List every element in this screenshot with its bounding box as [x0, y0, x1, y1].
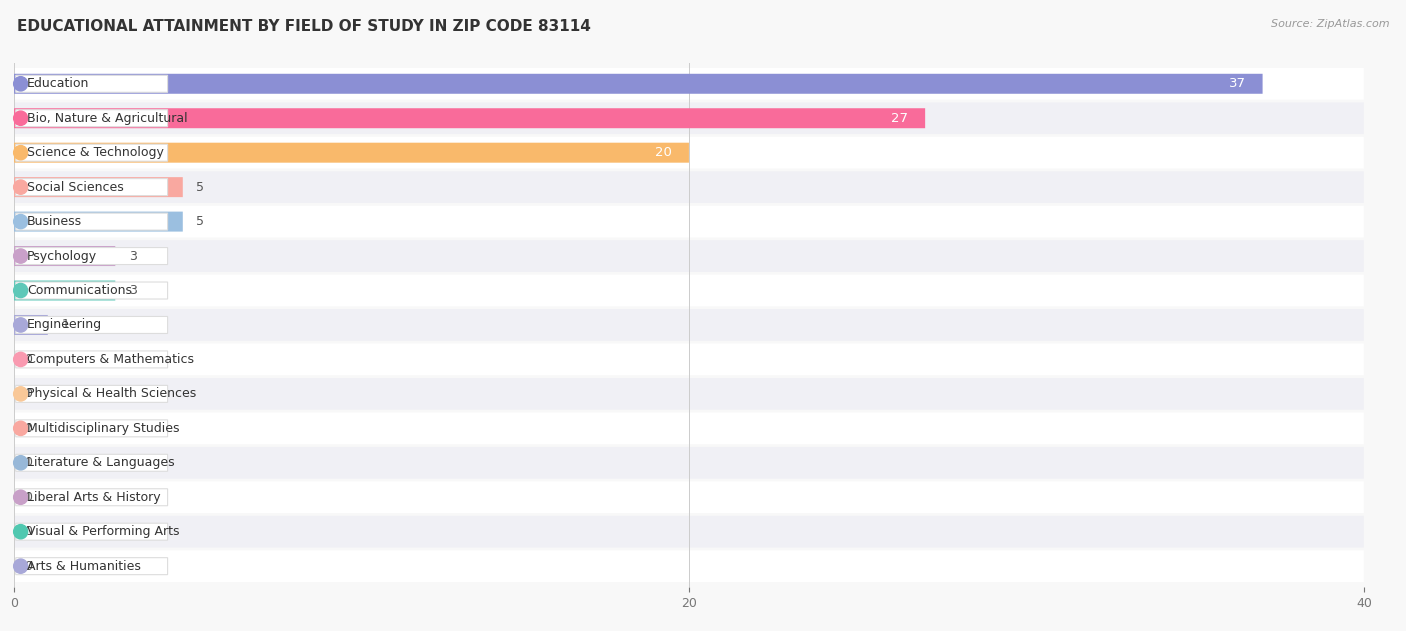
- FancyBboxPatch shape: [14, 281, 115, 300]
- Circle shape: [14, 387, 28, 401]
- FancyBboxPatch shape: [14, 74, 1263, 94]
- Circle shape: [14, 559, 28, 574]
- FancyBboxPatch shape: [14, 246, 115, 266]
- Text: EDUCATIONAL ATTAINMENT BY FIELD OF STUDY IN ZIP CODE 83114: EDUCATIONAL ATTAINMENT BY FIELD OF STUDY…: [17, 19, 591, 34]
- FancyBboxPatch shape: [15, 144, 167, 161]
- Text: 3: 3: [129, 284, 136, 297]
- Text: Literature & Languages: Literature & Languages: [27, 456, 174, 469]
- Text: 37: 37: [1229, 77, 1246, 90]
- Text: 0: 0: [24, 353, 32, 366]
- Text: 20: 20: [655, 146, 672, 159]
- Text: 0: 0: [24, 422, 32, 435]
- Text: Business: Business: [27, 215, 82, 228]
- FancyBboxPatch shape: [15, 351, 167, 368]
- FancyBboxPatch shape: [14, 68, 1364, 100]
- Circle shape: [14, 352, 28, 367]
- FancyBboxPatch shape: [14, 550, 1364, 582]
- FancyBboxPatch shape: [15, 247, 167, 264]
- Text: 0: 0: [24, 491, 32, 504]
- Text: Source: ZipAtlas.com: Source: ZipAtlas.com: [1271, 19, 1389, 29]
- FancyBboxPatch shape: [14, 516, 1364, 548]
- Text: 0: 0: [24, 456, 32, 469]
- Text: 27: 27: [891, 112, 908, 125]
- FancyBboxPatch shape: [14, 481, 1364, 513]
- FancyBboxPatch shape: [15, 489, 167, 505]
- FancyBboxPatch shape: [14, 315, 48, 335]
- Text: Physical & Health Sciences: Physical & Health Sciences: [27, 387, 197, 401]
- FancyBboxPatch shape: [15, 282, 167, 299]
- FancyBboxPatch shape: [15, 558, 167, 575]
- FancyBboxPatch shape: [14, 171, 1364, 203]
- FancyBboxPatch shape: [14, 413, 1364, 444]
- FancyBboxPatch shape: [14, 240, 1364, 272]
- FancyBboxPatch shape: [14, 102, 1364, 134]
- FancyBboxPatch shape: [14, 143, 689, 163]
- Text: Visual & Performing Arts: Visual & Performing Arts: [27, 525, 180, 538]
- Text: Social Sciences: Social Sciences: [27, 180, 124, 194]
- Circle shape: [14, 76, 28, 91]
- Circle shape: [14, 283, 28, 298]
- Text: 3: 3: [129, 249, 136, 262]
- Circle shape: [14, 456, 28, 470]
- Circle shape: [14, 180, 28, 194]
- Text: Arts & Humanities: Arts & Humanities: [27, 560, 141, 573]
- FancyBboxPatch shape: [14, 274, 1364, 307]
- FancyBboxPatch shape: [14, 109, 925, 128]
- Text: 5: 5: [197, 215, 204, 228]
- Text: 0: 0: [24, 525, 32, 538]
- FancyBboxPatch shape: [14, 447, 1364, 479]
- Circle shape: [14, 490, 28, 504]
- Text: Liberal Arts & History: Liberal Arts & History: [27, 491, 160, 504]
- Text: 1: 1: [62, 319, 69, 331]
- FancyBboxPatch shape: [15, 386, 167, 403]
- FancyBboxPatch shape: [14, 206, 1364, 237]
- FancyBboxPatch shape: [14, 343, 1364, 375]
- FancyBboxPatch shape: [15, 213, 167, 230]
- Circle shape: [14, 524, 28, 539]
- FancyBboxPatch shape: [15, 110, 167, 127]
- Text: 5: 5: [197, 180, 204, 194]
- FancyBboxPatch shape: [14, 137, 1364, 168]
- Text: Multidisciplinary Studies: Multidisciplinary Studies: [27, 422, 180, 435]
- Circle shape: [14, 146, 28, 160]
- Circle shape: [14, 422, 28, 435]
- Text: Communications: Communications: [27, 284, 132, 297]
- FancyBboxPatch shape: [14, 378, 1364, 410]
- FancyBboxPatch shape: [14, 211, 183, 232]
- FancyBboxPatch shape: [14, 177, 183, 197]
- Circle shape: [14, 111, 28, 126]
- FancyBboxPatch shape: [15, 75, 167, 92]
- Circle shape: [14, 318, 28, 332]
- Text: 0: 0: [24, 387, 32, 401]
- FancyBboxPatch shape: [15, 317, 167, 333]
- Text: Psychology: Psychology: [27, 249, 97, 262]
- Text: Computers & Mathematics: Computers & Mathematics: [27, 353, 194, 366]
- Text: Engineering: Engineering: [27, 319, 103, 331]
- FancyBboxPatch shape: [14, 309, 1364, 341]
- FancyBboxPatch shape: [15, 420, 167, 437]
- FancyBboxPatch shape: [15, 454, 167, 471]
- Text: Science & Technology: Science & Technology: [27, 146, 165, 159]
- Circle shape: [14, 215, 28, 228]
- FancyBboxPatch shape: [15, 179, 167, 196]
- Text: Education: Education: [27, 77, 90, 90]
- Text: 0: 0: [24, 560, 32, 573]
- Text: Bio, Nature & Agricultural: Bio, Nature & Agricultural: [27, 112, 187, 125]
- FancyBboxPatch shape: [15, 523, 167, 540]
- Circle shape: [14, 249, 28, 263]
